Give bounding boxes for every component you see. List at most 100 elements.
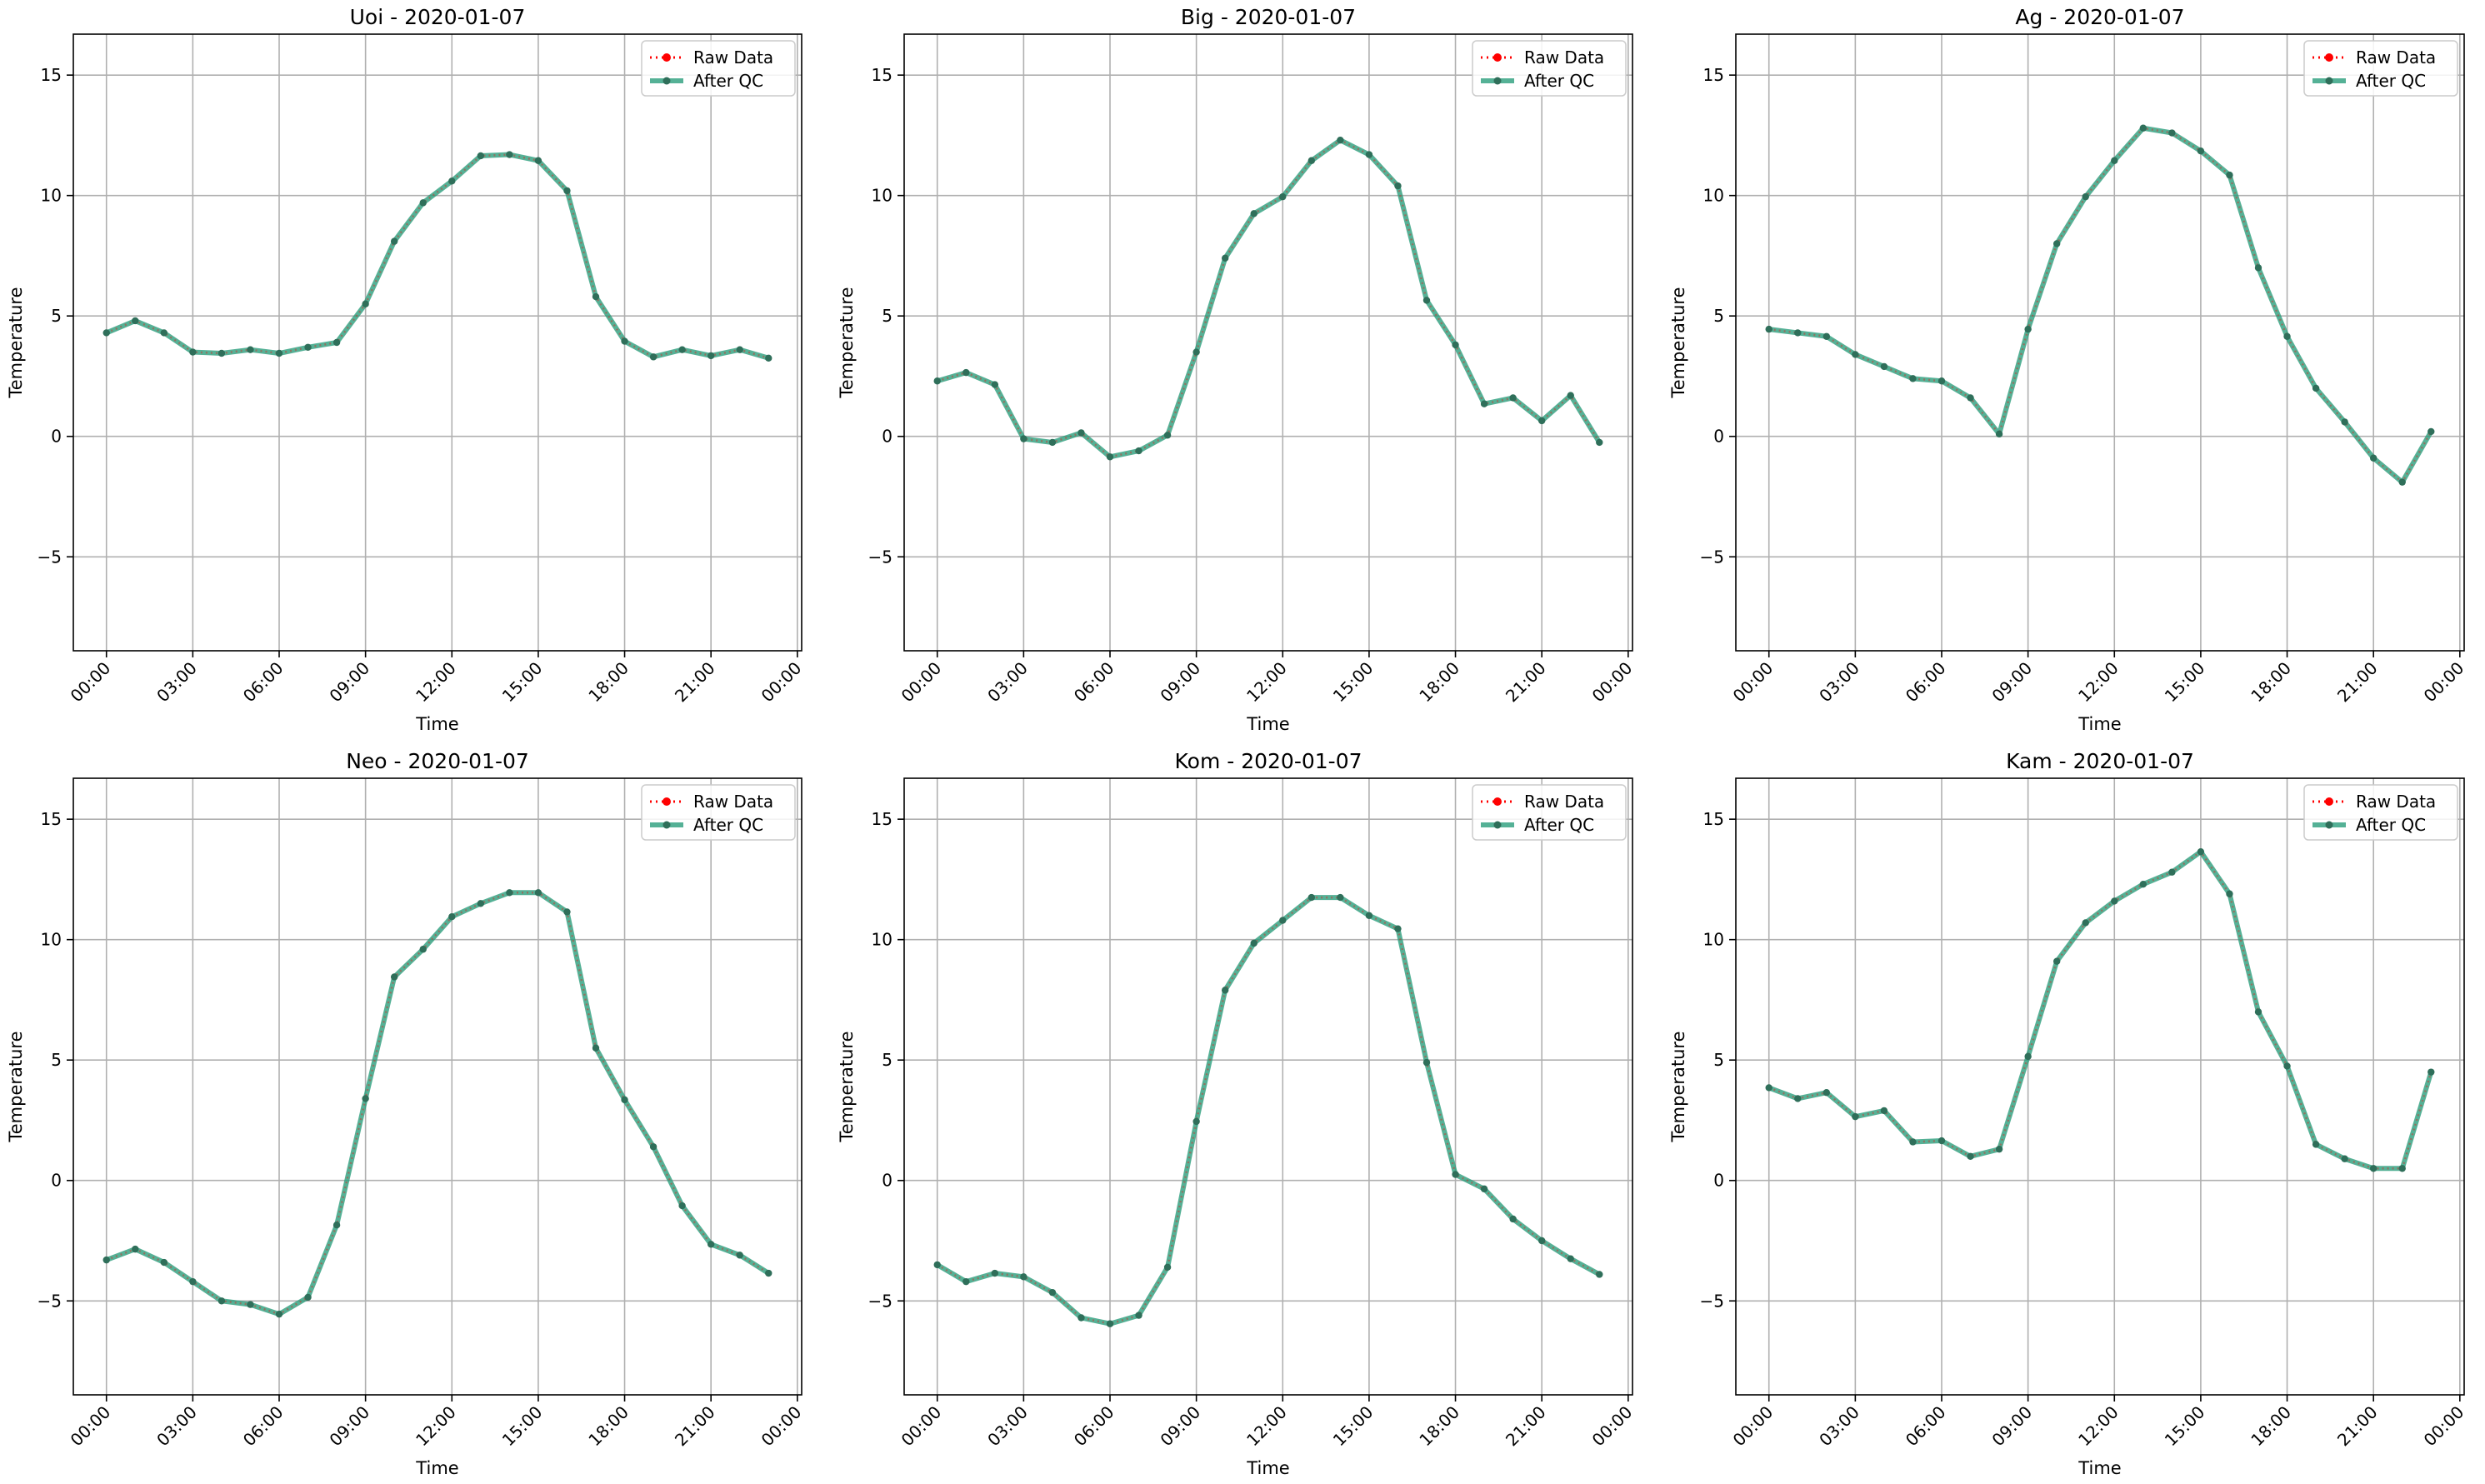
x-tick-label: 12:00 [2074, 658, 2122, 707]
data-point [1221, 254, 1229, 262]
data-point [1938, 377, 1946, 385]
data-point [132, 1245, 139, 1253]
x-tick-label: 21:00 [1502, 658, 1550, 707]
x-tick-label: 18:00 [1415, 658, 1463, 707]
data-point [1078, 429, 1085, 437]
grid [904, 778, 1632, 1395]
legend-qc-marker [2325, 77, 2333, 85]
x-tick-label: 06:00 [1902, 658, 1950, 707]
legend-qc-marker [2325, 821, 2333, 829]
data-point [2428, 427, 2435, 436]
y-axis-label: Temperature [1668, 287, 1688, 398]
data-point [2398, 1165, 2406, 1172]
data-point [275, 1310, 283, 1318]
x-tick-label: 18:00 [584, 658, 632, 707]
x-tick-label: 21:00 [2333, 658, 2382, 707]
x-tick-label: 00:00 [2420, 1402, 2468, 1451]
subplot-2: −5 0 5 10 15 00:00 03:00 06:00 09:00 12:00 15:00 18… [837, 5, 1636, 734]
data-point [2312, 384, 2320, 392]
x-tick-label: 03:00 [152, 658, 201, 707]
y-tick-label: 10 [1703, 930, 1724, 950]
subplot-1: −5 0 5 10 15 00:00 03:00 06:00 09:00 12:00 15:00 18… [6, 5, 805, 734]
data-point [1509, 1215, 1517, 1223]
x-tick-label: 09:00 [1988, 1402, 2036, 1451]
legend-label-after-qc: After QC [1524, 71, 1594, 91]
data-point [736, 1252, 743, 1259]
legend-qc-marker [662, 821, 671, 829]
subplot-5: −5 0 5 10 15 00:00 03:00 06:00 09:00 12:00 15:00 18… [837, 749, 1636, 1478]
y-tick-label: −5 [38, 1291, 62, 1311]
data-point [362, 300, 369, 307]
data-point [332, 338, 341, 347]
x-axis-label: Time [415, 1458, 458, 1478]
legend-label-after-qc: After QC [693, 71, 763, 91]
data-point [765, 354, 772, 362]
data-point [2052, 240, 2061, 247]
data-point [1880, 362, 1888, 371]
data-point [132, 317, 139, 325]
x-tick-label: 03:00 [1815, 1402, 1863, 1451]
y-axis-label: Temperature [837, 1031, 857, 1142]
x-tick-label: 06:00 [239, 658, 288, 707]
data-point [933, 1261, 941, 1269]
y-tick-label: −5 [38, 547, 62, 567]
x-tick-label: 12:00 [412, 1402, 460, 1451]
data-point [621, 1096, 628, 1104]
series-line-after-qc [936, 895, 1601, 1327]
data-point [1279, 917, 1287, 924]
data-point [1394, 182, 1402, 190]
x-tick-label: 21:00 [1502, 1402, 1550, 1451]
y-tick-label: 0 [51, 1171, 62, 1191]
data-point [678, 1202, 686, 1210]
y-tick-label: 15 [1703, 809, 1724, 829]
y-tick-label: 0 [51, 427, 62, 447]
legend-raw-marker [1493, 53, 1502, 62]
data-point [592, 1044, 600, 1052]
axes-frame [903, 33, 1633, 652]
data-point [991, 381, 999, 388]
legend: Raw Data After QC [641, 784, 796, 841]
x-tick-label: 18:00 [2247, 1402, 2295, 1451]
grid [1736, 778, 2464, 1395]
data-point [2168, 868, 2176, 876]
series-line-after-qc [1768, 125, 2433, 485]
y-tick-label: 10 [872, 930, 892, 950]
data-point [2369, 454, 2378, 462]
data-point [1337, 136, 1344, 144]
series-line-after-qc [936, 137, 1602, 460]
data-point [419, 946, 427, 953]
legend-raw-marker [662, 797, 671, 806]
data-point [563, 187, 571, 195]
axes-frame [1735, 33, 2465, 652]
data-point [160, 329, 168, 337]
data-point [218, 1297, 226, 1305]
data-point [419, 199, 427, 207]
data-point [506, 151, 513, 158]
data-point [1822, 1089, 1831, 1097]
x-tick-label: 09:00 [1156, 1402, 1204, 1451]
data-point [2052, 957, 2061, 965]
subplot-title: Big - 2020-01-07 [1181, 5, 1356, 29]
legend: Raw Data After QC [641, 40, 796, 97]
data-point [2139, 124, 2148, 132]
data-point [1596, 1271, 1603, 1278]
series-line-raw-data [937, 896, 1600, 1326]
data-point [1394, 925, 1402, 932]
x-axis-label: Time [1246, 1458, 1289, 1478]
legend: Raw Data After QC [1472, 784, 1627, 841]
y-tick-label: −5 [1700, 547, 1724, 567]
series-line-raw-data [1768, 127, 2432, 484]
data-point [1852, 351, 1859, 358]
legend-label-after-qc: After QC [693, 815, 763, 835]
data-point [390, 973, 398, 981]
data-point [707, 1241, 715, 1248]
data-point [477, 900, 485, 907]
data-point [563, 908, 571, 916]
data-point [621, 337, 628, 345]
data-point [649, 353, 658, 361]
data-point [962, 1277, 970, 1286]
data-point [991, 1269, 999, 1277]
data-point [2082, 919, 2089, 927]
x-tick-label: 00:00 [1729, 658, 1778, 707]
data-point [1765, 325, 1772, 333]
